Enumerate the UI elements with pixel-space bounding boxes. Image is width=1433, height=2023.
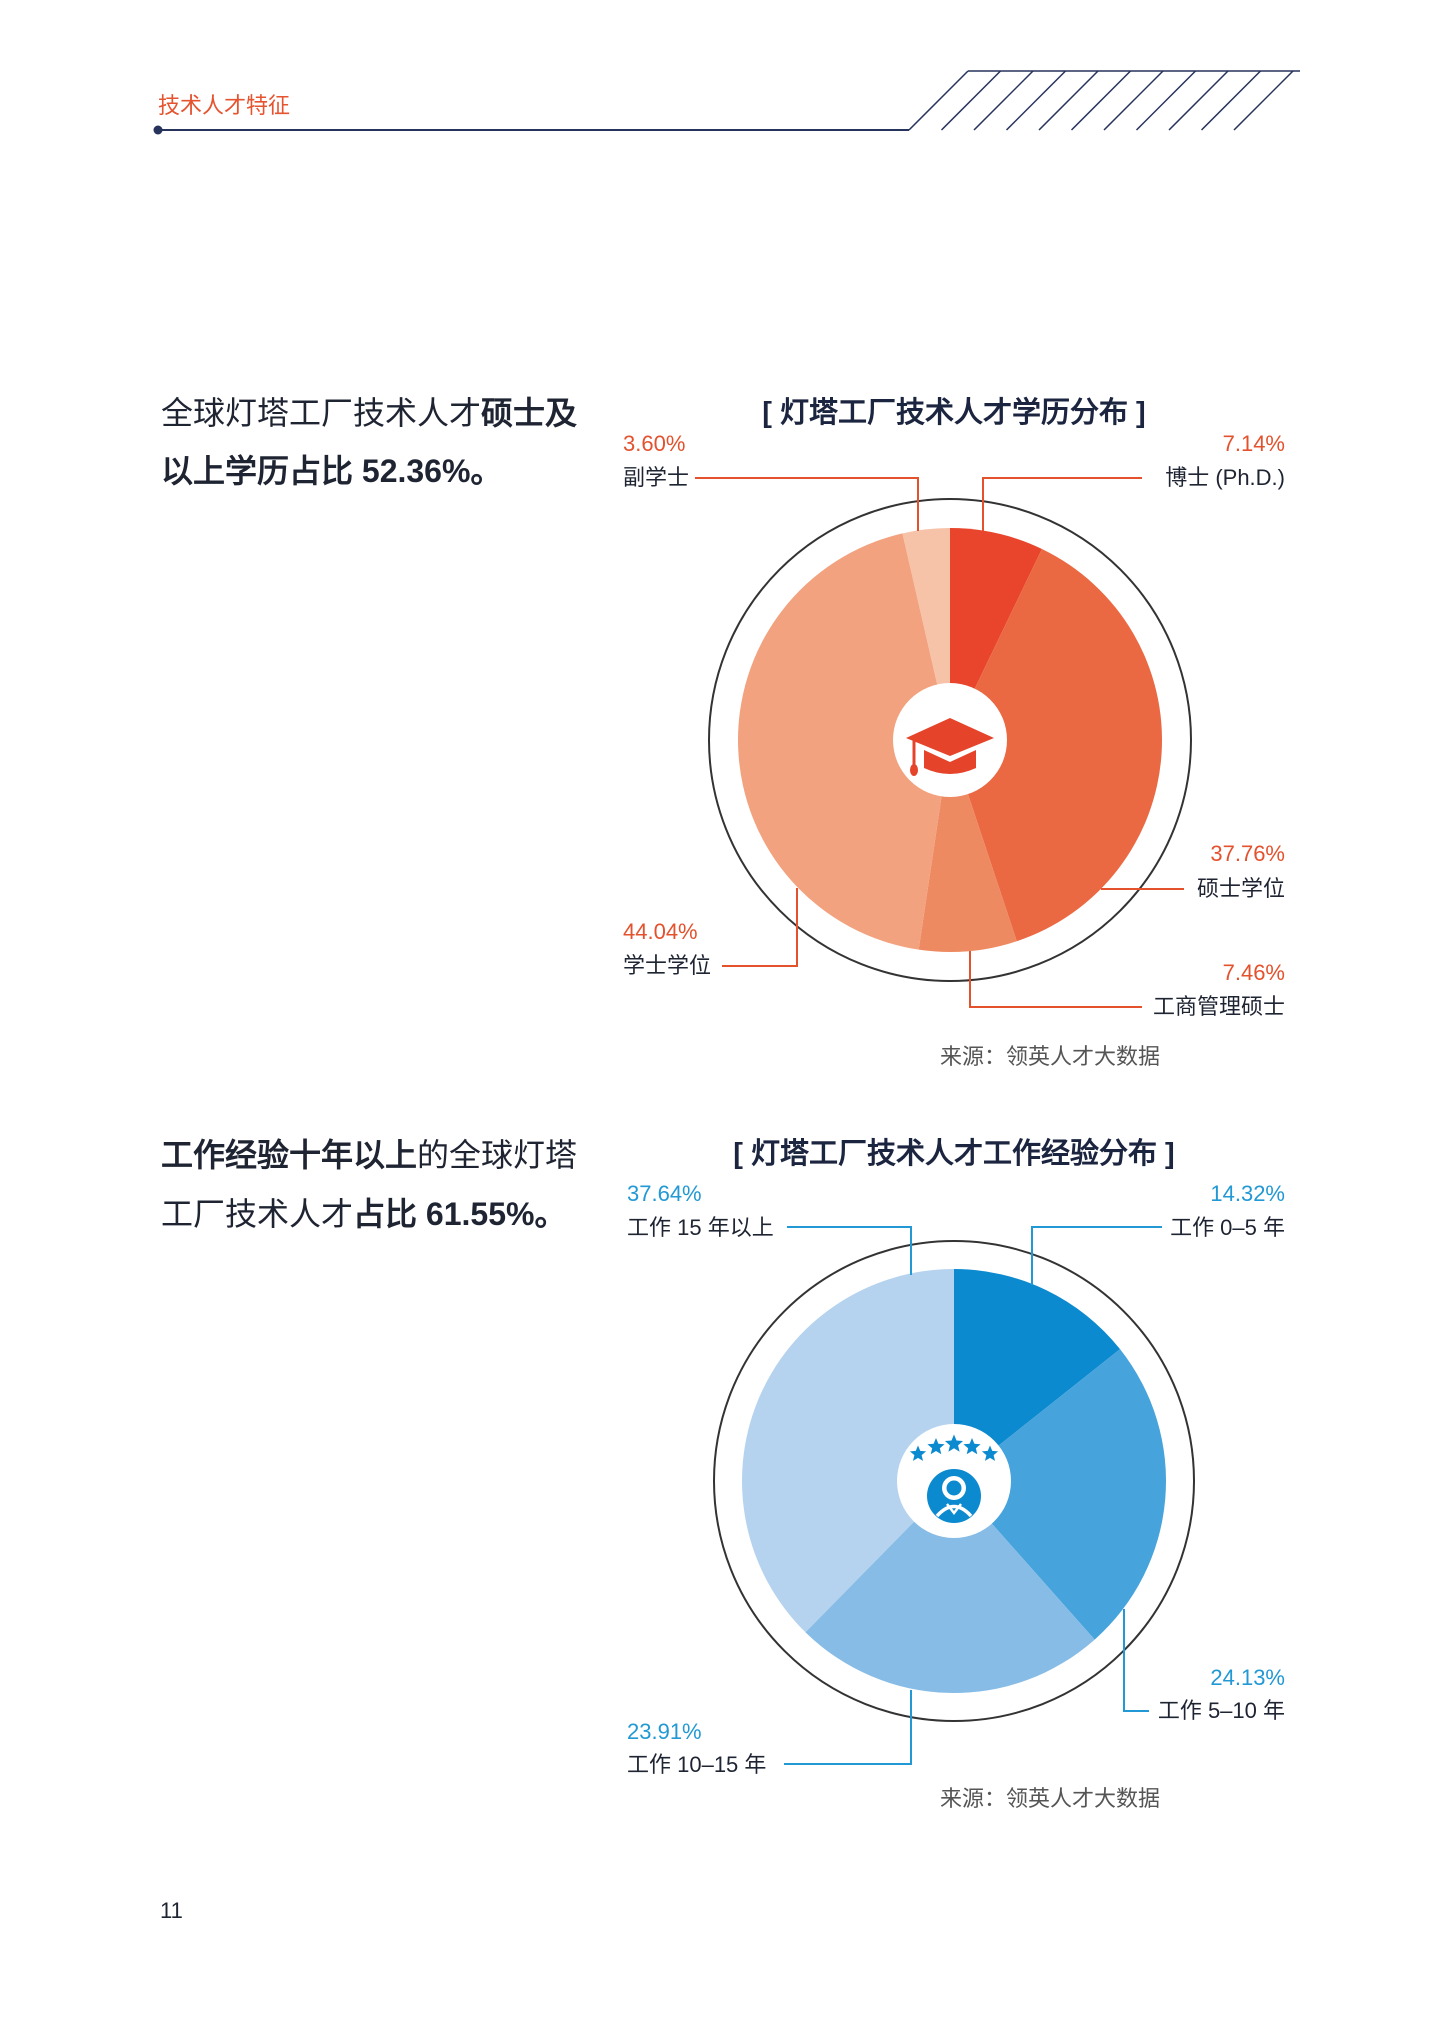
phd-percent-label: 7.14% <box>1222 431 1285 456</box>
5-10-years-percent-label: 24.13% <box>1210 1665 1285 1690</box>
rating-star <box>927 1438 945 1455</box>
mba-category-label: 工商管理硕士 <box>1152 994 1285 1019</box>
education-leader-lines <box>695 477 1184 1008</box>
education-slice-bachelors <box>738 533 950 950</box>
experience-summary-line-2: 工厂技术人才占比 61.55%。 <box>161 1194 566 1234</box>
hatch-line <box>908 70 969 131</box>
experience-source-note: 来源：领英人才大数据 <box>940 1787 1161 1812</box>
header-bullet <box>153 125 163 135</box>
hatch-line <box>1135 70 1197 131</box>
leader-line-0-5-years <box>1031 1226 1162 1285</box>
10-15-years-percent-label: 23.91% <box>627 1719 702 1744</box>
masters-category-label: 硕士学位 <box>1196 876 1285 901</box>
experience-slice-5-10-years <box>954 1349 1166 1640</box>
header-rule <box>153 70 1300 135</box>
header-hatching <box>908 70 1294 131</box>
section-header-title: 技术人才特征 <box>158 93 291 118</box>
education-source-note: 来源：领英人才大数据 <box>940 1045 1161 1070</box>
phd-category-label: 博士 (Ph.D.) <box>1165 465 1285 490</box>
experience-summary-text: 的全球灯塔 <box>417 1137 578 1173</box>
leader-line-15-plus-years <box>787 1226 912 1275</box>
experience-summary-highlight: 工作经验十年以上 <box>161 1137 418 1173</box>
hatch-line <box>1005 70 1067 131</box>
person-shoulders <box>935 1504 973 1518</box>
cap-tassel-end <box>910 764 918 776</box>
education-summary-highlight: 硕士及 <box>481 395 578 431</box>
rating-star <box>909 1445 927 1461</box>
hatch-line <box>1233 70 1294 131</box>
cap-band <box>924 750 976 774</box>
hatch-line <box>1038 70 1099 131</box>
experience-pie-outer-ring <box>713 1240 1195 1722</box>
education-summary-text: 全球灯塔工厂技术人才 <box>161 395 482 431</box>
mba-percent-label: 7.46% <box>1222 960 1285 985</box>
education-summary-highlight: 以上学历占比 52.36%。 <box>161 453 503 489</box>
experience-summary-text: 工厂技术人才 <box>161 1196 354 1232</box>
person-collar <box>946 1503 962 1516</box>
person-badge-stars-icon <box>909 1434 999 1523</box>
leader-line-phd <box>982 477 1142 531</box>
cap-board <box>906 718 994 756</box>
15-plus-years-percent-label: 37.64% <box>627 1181 702 1206</box>
education-pie-chart <box>695 477 1192 1008</box>
experience-leader-lines <box>784 1226 1162 1765</box>
graduation-cap-icon <box>906 718 994 776</box>
education-slice-phd <box>950 528 1042 740</box>
hatch-line <box>1200 70 1262 131</box>
page-number: 11 <box>160 1898 183 1923</box>
education-pie-outer-ring <box>708 498 1192 982</box>
education-summary-line-2: 以上学历占比 52.36%。 <box>161 451 502 491</box>
hatch-line <box>940 70 1002 131</box>
leader-line-10-15-years <box>784 1690 912 1765</box>
leader-line-associate <box>695 477 919 531</box>
0-5-years-category-label: 工作 0–5 年 <box>1170 1215 1285 1240</box>
education-slice-masters <box>950 548 1163 942</box>
education-chart-title: [ 灯塔工厂技术人才学历分布 ] <box>762 397 1146 429</box>
hatch-line <box>1070 70 1132 131</box>
bachelors-category-label: 学士学位 <box>623 953 712 978</box>
hatch-line <box>973 70 1034 131</box>
leader-line-bachelors <box>722 888 798 967</box>
associate-category-label: 副学士 <box>623 465 690 490</box>
leader-line-mba <box>969 951 1142 1008</box>
rating-star <box>944 1434 964 1452</box>
0-5-years-percent-label: 14.32% <box>1210 1181 1285 1206</box>
rating-star <box>963 1438 981 1455</box>
5-10-years-category-label: 工作 5–10 年 <box>1157 1698 1285 1723</box>
experience-slice-0-5-years <box>954 1269 1121 1481</box>
associate-percent-label: 3.60% <box>623 431 686 456</box>
experience-summary-highlight: 占比 61.55%。 <box>353 1196 567 1232</box>
experience-pie-chart <box>713 1226 1195 1765</box>
education-summary-line-1: 全球灯塔工厂技术人才硕士及 <box>161 393 577 433</box>
15-plus-years-category-label: 工作 15 年以上 <box>627 1215 774 1240</box>
masters-percent-label: 37.76% <box>1210 841 1285 866</box>
rating-star <box>981 1445 999 1461</box>
experience-slice-15-plus-years <box>742 1269 954 1633</box>
experience-chart-title: [ 灯塔工厂技术人才工作经验分布 ] <box>733 1138 1175 1170</box>
hatch-line <box>1168 70 1229 131</box>
10-15-years-category-label: 工作 10–15 年 <box>627 1752 767 1777</box>
experience-slice-10-15-years <box>805 1481 1095 1693</box>
person-head <box>946 1480 962 1496</box>
leader-line-5-10-years <box>1123 1609 1149 1712</box>
hatch-line <box>1103 70 1164 131</box>
bachelors-percent-label: 44.04% <box>623 919 698 944</box>
experience-summary-line-1: 工作经验十年以上的全球灯塔 <box>161 1135 577 1175</box>
